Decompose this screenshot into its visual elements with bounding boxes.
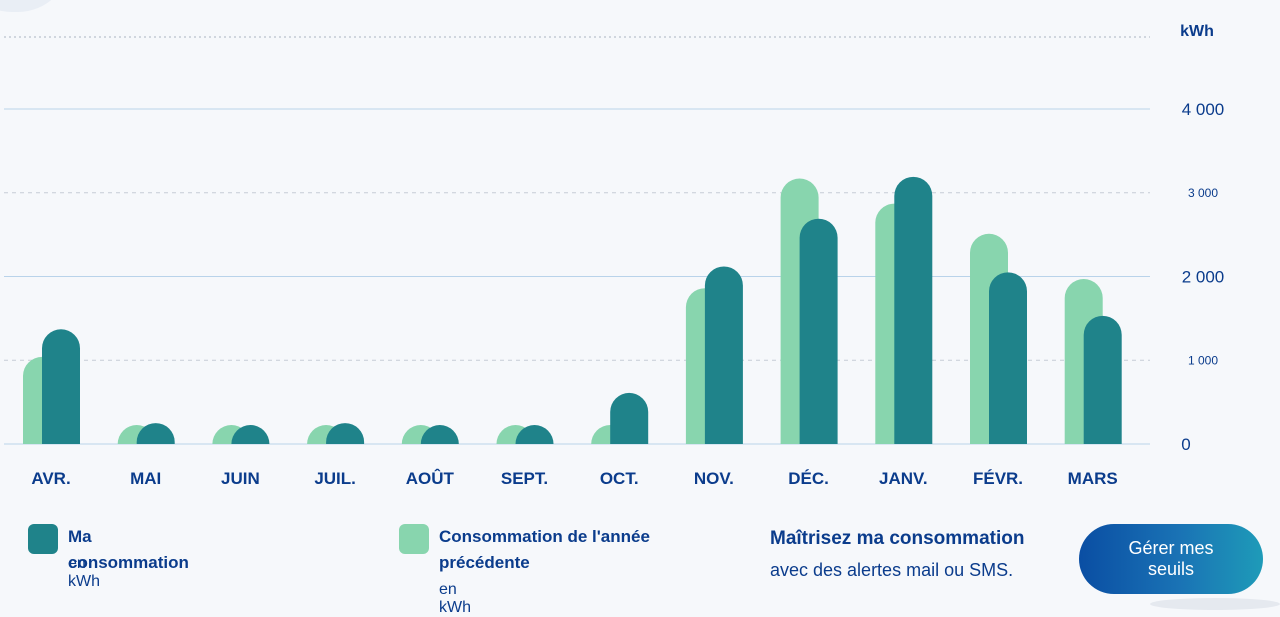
legend-swatch-current — [28, 524, 58, 554]
x-tick-label: MARS — [1068, 469, 1118, 488]
consumption-bar-chart: kWh 4 000 3 000 2 000 1 000 0 AVR. MAI JUIN JUIL.… — [4, 23, 1225, 488]
x-tick-label: SEPT. — [501, 469, 548, 488]
y-tick-label: 3 000 — [1188, 186, 1218, 200]
bar-current — [799, 218, 838, 444]
bar-current — [326, 423, 365, 444]
x-tick-label: FÉVR. — [973, 469, 1023, 488]
legend-label-current: Ma consommation — [68, 527, 189, 572]
promo-title: Maîtrisez ma consommation — [770, 528, 1025, 549]
bottom-shadow-decoration — [1150, 598, 1280, 610]
legend-unit-current: en kWh — [68, 555, 100, 590]
x-tick-label: JUIN — [221, 469, 260, 488]
legend-unit-previous: en kWh — [439, 581, 471, 616]
x-tick-label: NOV. — [694, 469, 734, 488]
y-tick-label: 2 000 — [1182, 268, 1225, 287]
bar-current — [704, 266, 743, 444]
legend-label-previous: Consommation de l'année précédente — [439, 527, 650, 572]
y-tick-label: 1 000 — [1188, 353, 1218, 367]
bar-current — [420, 425, 459, 444]
x-tick-label: DÉC. — [788, 469, 829, 488]
bar-current — [610, 392, 649, 444]
x-tick-label: AVR. — [31, 469, 70, 488]
x-tick-label: JANV. — [879, 469, 928, 488]
bar-current — [989, 272, 1027, 444]
bar-current — [894, 176, 933, 444]
y-axis-unit-label: kWh — [1180, 23, 1214, 40]
y-tick-label: 0 — [1181, 435, 1190, 454]
x-tick-label: JUIL. — [314, 469, 356, 488]
x-tick-label: OCT. — [600, 469, 639, 488]
manage-thresholds-button[interactable]: Gérer mes seuils — [1079, 524, 1263, 594]
bar-current — [231, 425, 270, 444]
x-tick-label: MAI — [130, 469, 161, 488]
bar-current — [136, 423, 175, 444]
y-tick-label: 4 000 — [1182, 100, 1225, 119]
bar-current — [515, 425, 554, 444]
bar-current — [42, 329, 80, 444]
x-tick-label: AOÛT — [406, 469, 455, 488]
promo-subtitle: avec des alertes mail ou SMS. — [770, 560, 1014, 580]
bar-current — [1083, 315, 1122, 444]
legend-swatch-previous — [399, 524, 429, 554]
